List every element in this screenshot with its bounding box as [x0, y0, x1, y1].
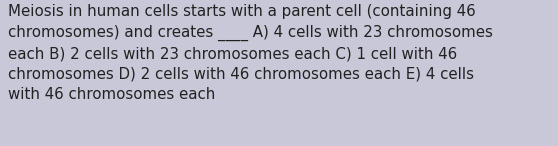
Text: Meiosis in human cells starts with a parent cell (containing 46
chromosomes) and: Meiosis in human cells starts with a par… — [8, 4, 493, 102]
